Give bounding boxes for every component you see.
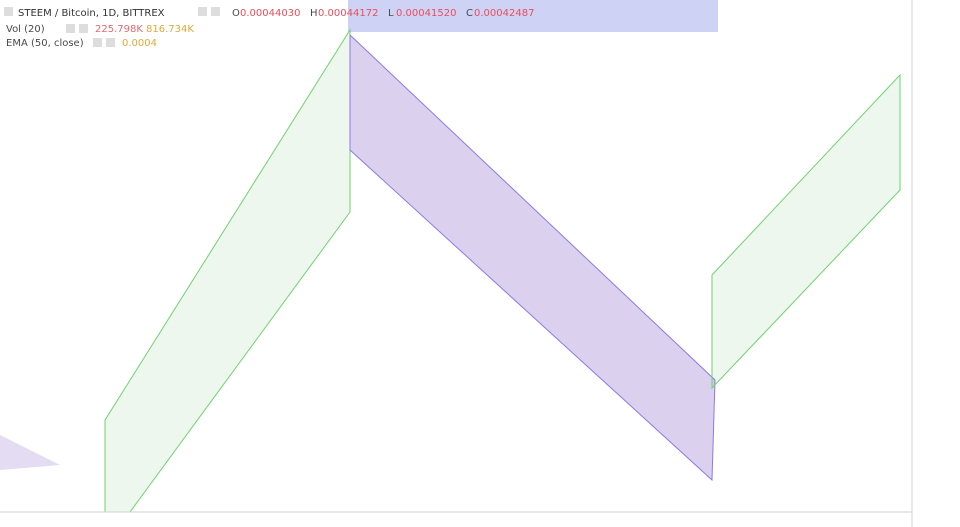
ohlc-value: 0.00041520 bbox=[396, 8, 456, 19]
channel-fragment bbox=[0, 435, 60, 470]
ohlc-key: L bbox=[388, 8, 394, 19]
rising-channel bbox=[104, 28, 351, 513]
icon bbox=[211, 7, 220, 16]
range-box bbox=[348, 0, 718, 32]
ohlc-value: 0.00044172 bbox=[318, 8, 378, 19]
icon bbox=[106, 38, 115, 47]
volume-value: 225.798K bbox=[95, 24, 143, 35]
ema-value: 0.0004 bbox=[122, 38, 157, 49]
icon bbox=[198, 7, 207, 16]
ohlc-value: 0.00042487 bbox=[474, 8, 534, 19]
symbol-title: STEEM / Bitcoin, 1D, BITTREX bbox=[18, 8, 165, 19]
icon bbox=[79, 24, 88, 33]
volume-name: Vol (20) bbox=[6, 24, 45, 35]
icon bbox=[93, 38, 102, 47]
icon bbox=[66, 24, 75, 33]
ohlc-value: 0.00044030 bbox=[240, 8, 300, 19]
ohlc-key: H bbox=[310, 8, 318, 19]
falling-channel bbox=[349, 33, 716, 482]
volume-ma-value: 816.734K bbox=[146, 24, 194, 35]
ohlc-key: O bbox=[232, 8, 240, 19]
ema-name: EMA (50, close) bbox=[6, 38, 84, 49]
legend: STEEM / Bitcoin, 1D, BITTREX Vol (20) 22… bbox=[4, 7, 534, 49]
icon bbox=[4, 7, 13, 16]
rising-channel bbox=[711, 73, 901, 390]
ohlc-key: C bbox=[466, 8, 473, 19]
